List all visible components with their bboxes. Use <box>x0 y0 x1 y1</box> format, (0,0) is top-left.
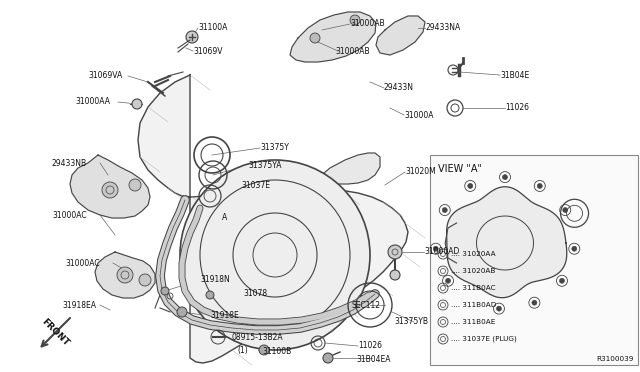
Text: 31000AA: 31000AA <box>75 97 110 106</box>
Text: 31918N: 31918N <box>200 276 230 285</box>
Text: FRONT: FRONT <box>40 317 70 347</box>
Circle shape <box>259 345 269 355</box>
Text: VIEW "A": VIEW "A" <box>438 164 482 174</box>
Circle shape <box>206 291 214 299</box>
Text: R3100039: R3100039 <box>596 356 634 362</box>
Polygon shape <box>290 12 376 62</box>
Circle shape <box>102 182 118 198</box>
Circle shape <box>388 245 402 259</box>
Text: 31B04EA: 31B04EA <box>356 356 390 365</box>
Circle shape <box>445 278 451 283</box>
Text: .... 311B0AC: .... 311B0AC <box>451 285 495 291</box>
Circle shape <box>310 33 320 43</box>
Circle shape <box>129 179 141 191</box>
Text: 31100A: 31100A <box>198 23 227 32</box>
Text: .... 31020AA: .... 31020AA <box>451 251 495 257</box>
Text: 31918E: 31918E <box>210 311 239 321</box>
Bar <box>430 155 638 365</box>
Text: 31037E: 31037E <box>241 182 270 190</box>
Text: 31000AB: 31000AB <box>350 19 385 29</box>
Text: 11026: 11026 <box>505 103 529 112</box>
Text: 31000AD: 31000AD <box>424 247 460 257</box>
Text: A: A <box>222 214 227 222</box>
Text: (1): (1) <box>237 346 248 355</box>
Circle shape <box>177 307 187 317</box>
Text: 29433NB: 29433NB <box>52 158 87 167</box>
Circle shape <box>563 208 568 212</box>
Text: 29433N: 29433N <box>384 83 414 93</box>
Text: 31000AB: 31000AB <box>335 46 370 55</box>
Circle shape <box>132 99 142 109</box>
Text: 31B04E: 31B04E <box>500 71 529 80</box>
Text: .... 311B0AD: .... 311B0AD <box>451 302 497 308</box>
Text: 31918EA: 31918EA <box>62 301 96 310</box>
Text: 31078: 31078 <box>243 289 267 298</box>
Text: 31000AC: 31000AC <box>52 211 86 219</box>
Polygon shape <box>447 187 567 298</box>
Circle shape <box>468 183 473 189</box>
Text: 31000AC: 31000AC <box>65 259 100 267</box>
Circle shape <box>532 300 537 305</box>
Text: 31069V: 31069V <box>193 46 223 55</box>
Polygon shape <box>376 16 425 55</box>
Circle shape <box>323 353 333 363</box>
Text: .... 311B0AE: .... 311B0AE <box>451 319 495 325</box>
Circle shape <box>117 267 133 283</box>
Polygon shape <box>445 223 456 263</box>
Circle shape <box>442 208 447 212</box>
Circle shape <box>559 278 564 283</box>
Circle shape <box>180 160 370 350</box>
Circle shape <box>497 306 501 311</box>
Circle shape <box>186 31 198 43</box>
Text: 31000A: 31000A <box>404 110 433 119</box>
Text: 31375Y: 31375Y <box>260 144 289 153</box>
Circle shape <box>502 174 508 180</box>
Circle shape <box>572 246 577 251</box>
Polygon shape <box>70 155 150 218</box>
Text: 31069VA: 31069VA <box>88 71 122 80</box>
Circle shape <box>390 270 400 280</box>
Circle shape <box>537 183 542 189</box>
Circle shape <box>433 246 438 251</box>
Polygon shape <box>95 252 155 298</box>
Circle shape <box>139 274 151 286</box>
Text: .... 31037E (PLUG): .... 31037E (PLUG) <box>451 336 516 342</box>
Circle shape <box>350 15 360 25</box>
Text: 29433NA: 29433NA <box>425 23 460 32</box>
Text: 31020M: 31020M <box>405 167 436 176</box>
Text: .... 31020AB: .... 31020AB <box>451 268 495 274</box>
Text: 31375YB: 31375YB <box>394 317 428 327</box>
Text: SEC112: SEC112 <box>352 301 381 310</box>
Text: 31375YA: 31375YA <box>248 160 282 170</box>
Polygon shape <box>138 75 408 363</box>
Text: 08915-13B2A: 08915-13B2A <box>232 333 284 341</box>
Text: 31100B: 31100B <box>262 347 291 356</box>
Circle shape <box>161 287 169 295</box>
Text: 11026: 11026 <box>358 341 382 350</box>
Polygon shape <box>305 153 380 190</box>
